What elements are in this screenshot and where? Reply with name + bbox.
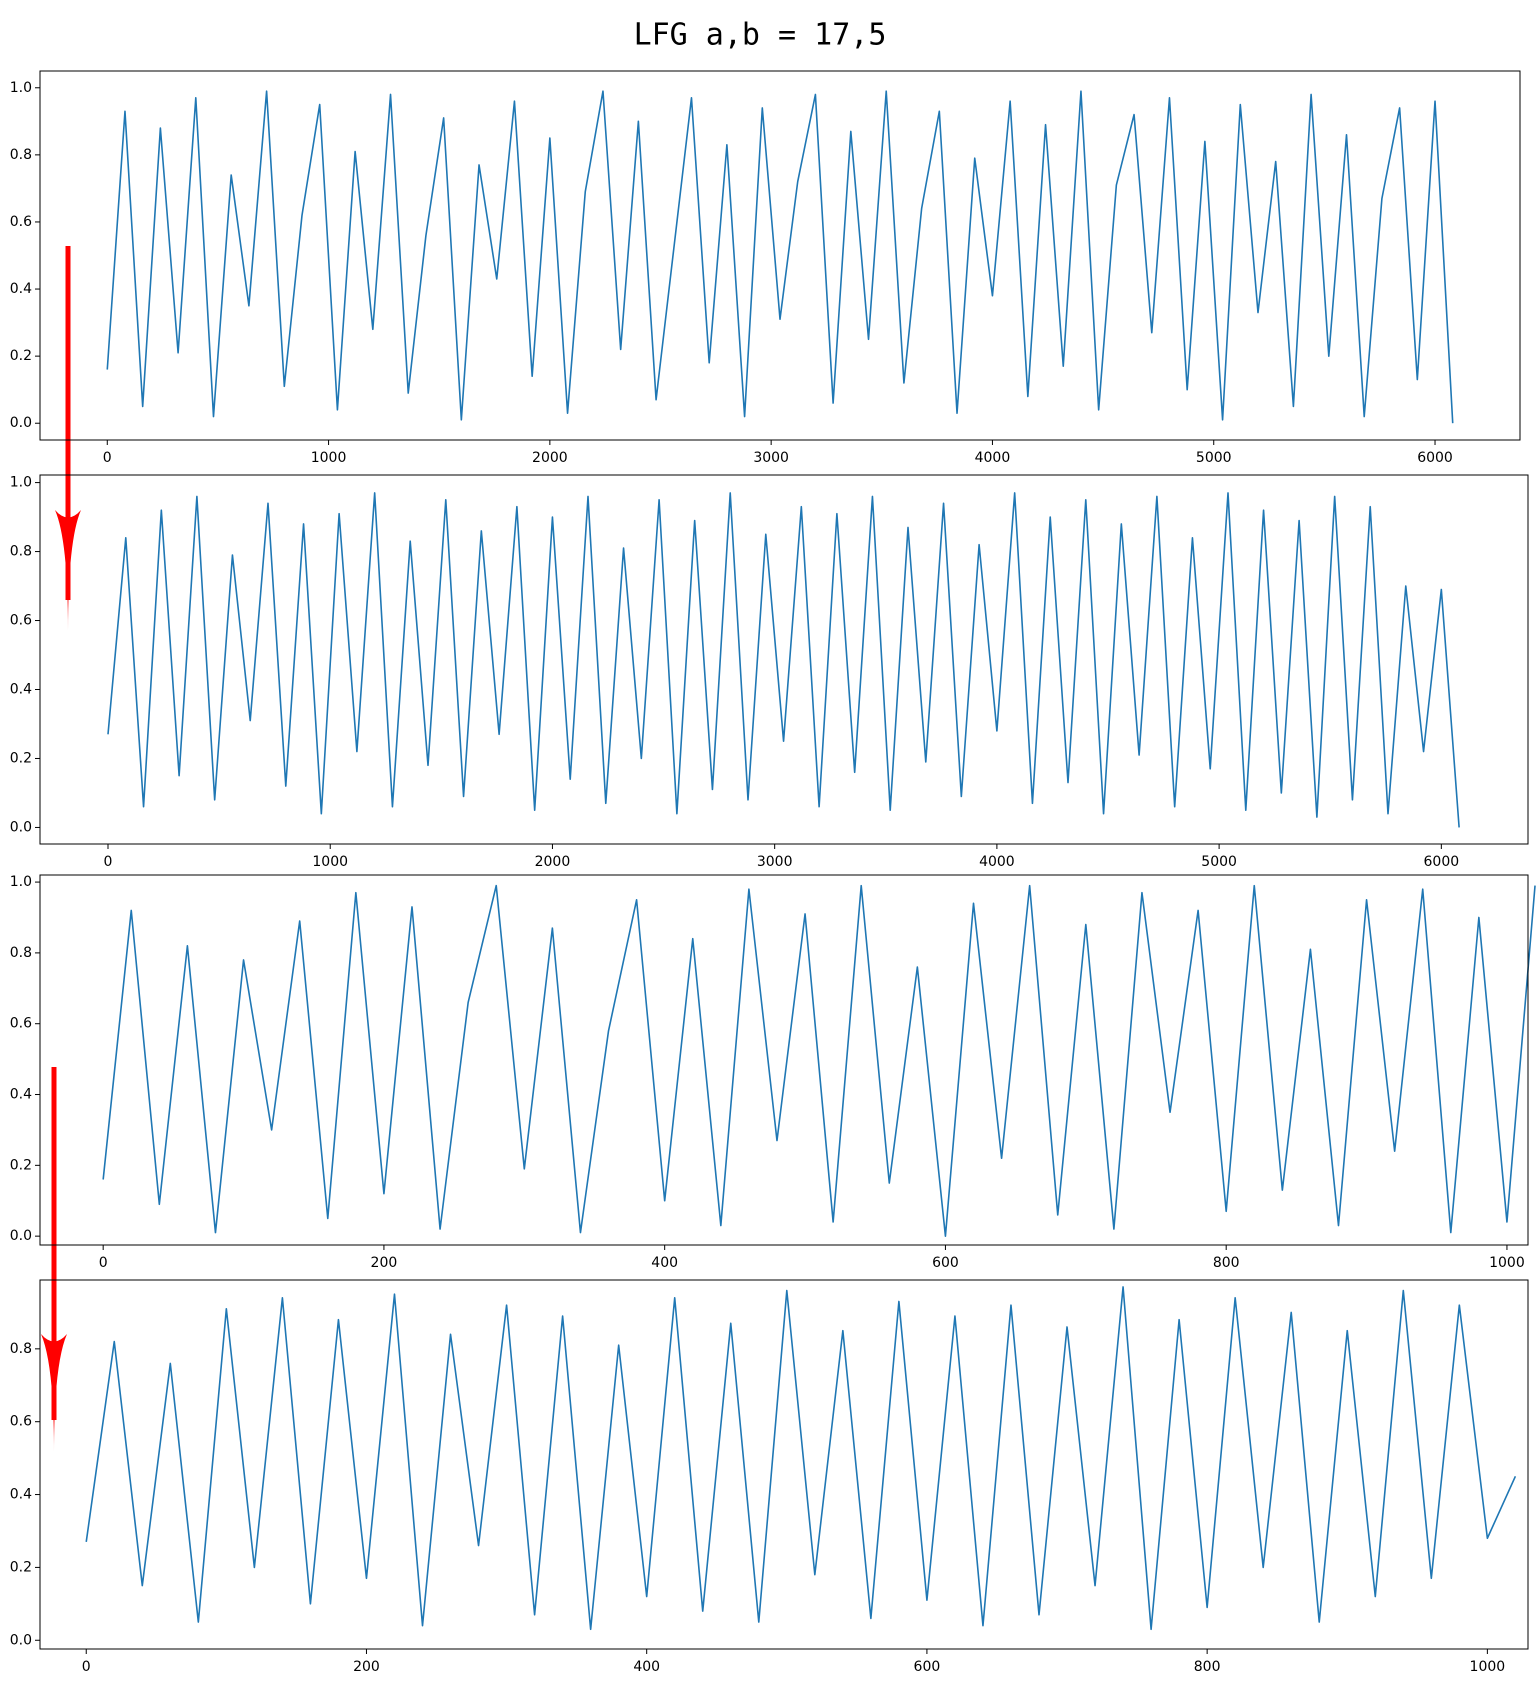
x-tick-label: 2000 — [535, 854, 571, 870]
x-tick-label: 400 — [633, 1659, 660, 1675]
y-tick-label: 1.0 — [10, 874, 32, 890]
x-tick-label: 6000 — [1424, 854, 1460, 870]
y-tick-label: 0.2 — [10, 1157, 32, 1173]
y-tick-label: 0.4 — [10, 1487, 32, 1503]
plot-frame — [39, 1279, 1529, 1650]
y-tick-label: 0.6 — [10, 214, 32, 230]
y-tick-label: 0.6 — [10, 1414, 32, 1430]
x-tick-label: 1000 — [311, 450, 347, 466]
x-tick-label: 0 — [103, 450, 112, 466]
y-tick-label: 0.0 — [10, 415, 32, 431]
y-tick-label: 1.0 — [10, 475, 32, 491]
subplot: 0.0 0.2 0.4 0.6 0.8 1.0 0 1000 2000 3000 4000 5000 6… — [10, 474, 1529, 870]
x-tick-label: 200 — [371, 1255, 398, 1271]
y-tick-label: 0.0 — [10, 819, 32, 835]
x-tick-label: 200 — [353, 1659, 380, 1675]
subplot: 0.0 0.2 0.4 0.6 0.8 1.0 0 1000 2000 3000 4000 5000 6… — [10, 70, 1521, 466]
x-tick-label: 1000 — [1470, 1659, 1506, 1675]
y-tick-label: 0.6 — [10, 1016, 32, 1032]
y-tick-label: 1.0 — [10, 80, 32, 96]
data-line — [102, 884, 1536, 1237]
subplot: 0.0 0.2 0.4 0.6 0.8 0 200 400 600 800 1000 — [10, 1279, 1529, 1675]
y-tick-label: 0.2 — [10, 750, 32, 766]
data-line — [107, 492, 1460, 828]
x-tick-label: 4000 — [979, 854, 1015, 870]
y-tick-label: 0.0 — [10, 1228, 32, 1244]
figure-title: LFG a,b = 17,5 — [634, 18, 887, 53]
x-tick-label: 400 — [651, 1255, 678, 1271]
y-tick-label: 0.8 — [10, 1341, 32, 1357]
data-line — [106, 90, 1454, 424]
x-tick-label: 2000 — [532, 450, 568, 466]
x-tick-label: 4000 — [975, 450, 1011, 466]
y-tick-label: 0.2 — [10, 1559, 32, 1575]
y-tick-label: 0.6 — [10, 613, 32, 629]
x-tick-label: 5000 — [1196, 450, 1232, 466]
x-tick-label: 600 — [932, 1255, 959, 1271]
plot-frame — [39, 70, 1521, 441]
x-tick-label: 3000 — [757, 854, 793, 870]
x-tick-label: 3000 — [753, 450, 789, 466]
arrow — [55, 246, 81, 631]
y-tick-label: 0.0 — [10, 1632, 32, 1648]
x-tick-label: 0 — [104, 854, 113, 870]
y-tick-label: 0.8 — [10, 945, 32, 961]
x-tick-label: 600 — [914, 1659, 941, 1675]
x-tick-label: 800 — [1213, 1255, 1240, 1271]
y-tick-label: 0.8 — [10, 147, 32, 163]
x-tick-label: 5000 — [1201, 854, 1237, 870]
y-tick-label: 0.4 — [10, 281, 32, 297]
x-tick-label: 6000 — [1417, 450, 1453, 466]
x-tick-label: 1000 — [312, 854, 348, 870]
subplot: 0.0 0.2 0.4 0.6 0.8 1.0 0 200 400 600 800 1000 — [10, 874, 1536, 1271]
x-tick-label: 0 — [82, 1659, 91, 1675]
data-line — [85, 1286, 1517, 1631]
arrow — [41, 1067, 67, 1452]
plot-frame — [39, 474, 1529, 845]
y-tick-label: 0.4 — [10, 682, 32, 698]
x-tick-label: 0 — [99, 1255, 108, 1271]
x-tick-label: 800 — [1194, 1659, 1221, 1675]
x-tick-label: 1000 — [1489, 1255, 1525, 1271]
y-tick-label: 0.2 — [10, 348, 32, 364]
y-tick-label: 0.4 — [10, 1087, 32, 1103]
y-tick-label: 0.8 — [10, 544, 32, 560]
plot-frame — [39, 874, 1529, 1246]
